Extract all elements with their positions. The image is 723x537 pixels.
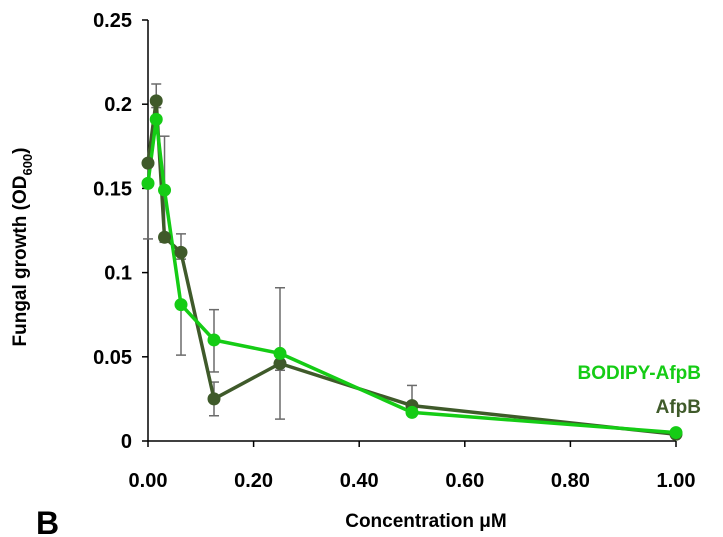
y-axis-title: Fungal growth (OD600) — [10, 147, 35, 346]
data-point-bodipy-afpb — [174, 298, 188, 312]
y-axis-ticks: 0 0.05 0.1 0.15 0.2 0.25 — [93, 10, 148, 453]
data-point-bodipy-afpb — [158, 183, 172, 197]
y-tick-label: 0.05 — [93, 347, 132, 369]
legend-label-bodipy-afpb: BODIPY-AfpB — [578, 363, 702, 384]
x-tick-label: 1.00 — [657, 470, 696, 492]
data-point-bodipy-afpb — [669, 426, 683, 440]
data-point-bodipy-afpb — [405, 405, 419, 419]
error-bar — [176, 303, 186, 356]
data-point-bodipy-afpb — [141, 176, 155, 190]
y-tick-label: 0 — [121, 431, 132, 453]
x-tick-label: 0.80 — [551, 470, 590, 492]
x-tick-label: 0.60 — [445, 470, 484, 492]
data-point-afpb — [174, 245, 188, 259]
data-point-bodipy-afpb — [207, 333, 221, 347]
series-lines — [146, 99, 677, 437]
data-point-afpb — [141, 156, 155, 170]
data-point-bodipy-afpb — [273, 346, 287, 360]
y-tick-label: 0.15 — [93, 178, 132, 200]
x-axis-ticks: 0.00 0.20 0.40 0.60 0.80 1.00 — [129, 441, 696, 492]
y-tick-label: 0.25 — [93, 10, 132, 32]
data-point-afpb — [149, 94, 163, 108]
x-tick-label: 0.00 — [129, 470, 168, 492]
x-tick-label: 0.40 — [340, 470, 379, 492]
y-tick-label: 0.1 — [104, 263, 132, 285]
panel-label: B — [36, 505, 59, 537]
legend-label-afpb: AfpB — [656, 397, 701, 418]
series-points — [141, 94, 683, 441]
x-tick-label: 0.20 — [234, 470, 273, 492]
data-point-afpb — [273, 357, 287, 371]
series-line-bodipy-afpb — [146, 117, 677, 435]
x-axis-title: Concentration μM — [345, 511, 507, 532]
data-point-afpb — [158, 230, 172, 244]
data-point-afpb — [207, 392, 221, 406]
data-point-bodipy-afpb — [149, 112, 163, 126]
y-tick-label: 0.2 — [104, 94, 132, 116]
series-line-afpb — [146, 99, 677, 437]
